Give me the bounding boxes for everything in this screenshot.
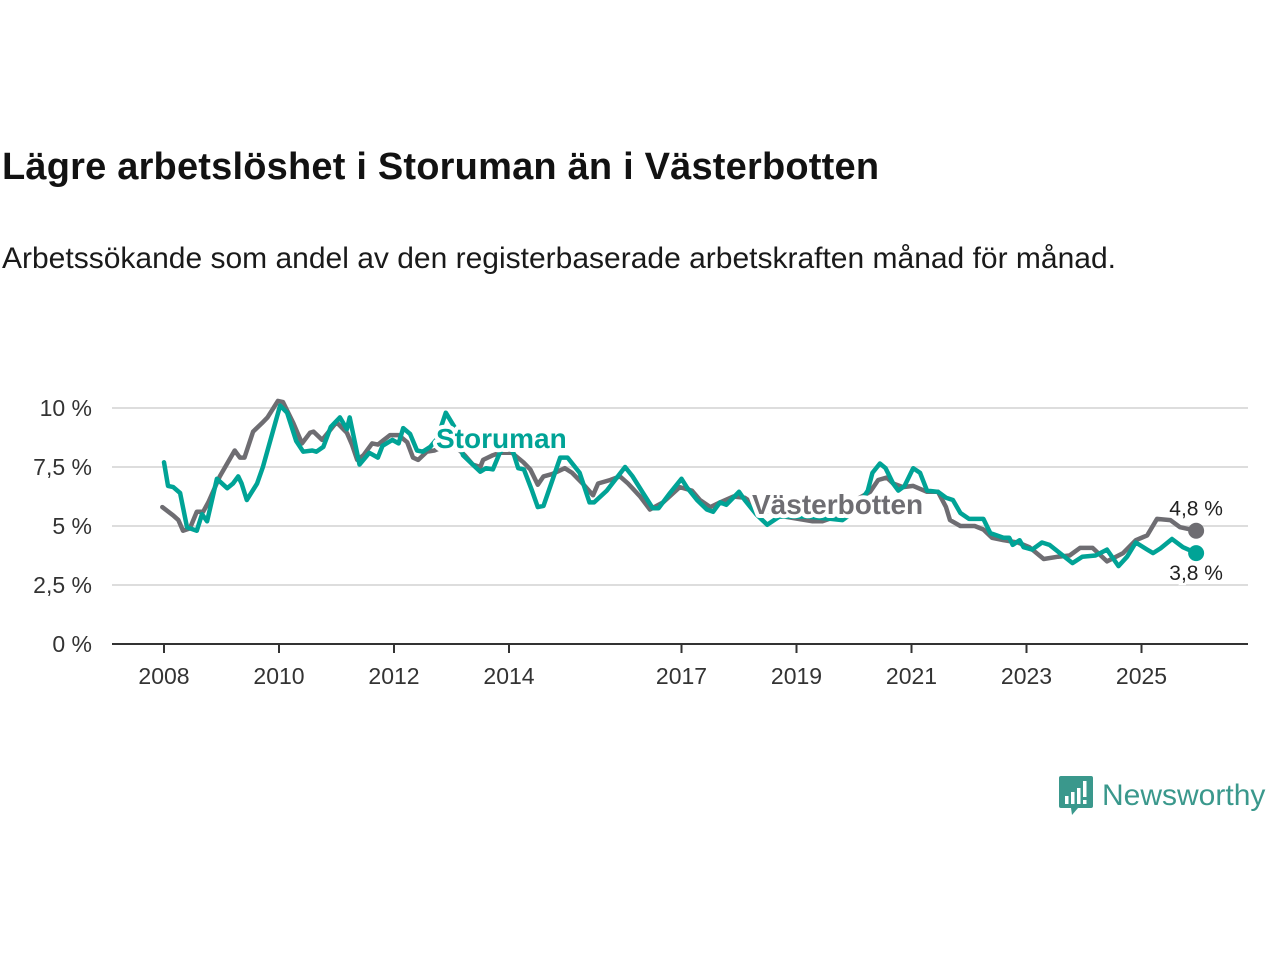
y-tick-label: 7,5 %	[33, 454, 92, 480]
x-tick-label: 2023	[1001, 663, 1052, 689]
end-value-label: 4,8 %	[1169, 498, 1223, 521]
x-tick-label: 2021	[886, 663, 937, 689]
x-tick-label: 2014	[483, 663, 534, 689]
x-tick-label: 2008	[138, 663, 189, 689]
y-tick-label: 0 %	[52, 631, 92, 657]
y-tick-label: 5 %	[52, 513, 92, 539]
y-tick-label: 10 %	[40, 395, 92, 421]
gridlines	[112, 407, 1248, 645]
x-tick-label: 2010	[253, 663, 304, 689]
brand-name: Newsworthy	[1102, 779, 1266, 812]
series-lines	[160, 398, 1199, 569]
end-point-västerbotten	[1188, 522, 1205, 539]
end-value-label: 3,8 %	[1169, 562, 1223, 585]
x-tick-label: 2012	[368, 663, 419, 689]
x-tick-label: 2019	[771, 663, 822, 689]
x-tick-label: 2025	[1116, 663, 1167, 689]
y-axis-ticks: 0 % 2,5 % 5 % 7,5 % 10 %	[33, 395, 92, 657]
series-line-storuman	[161, 403, 1199, 569]
bar-chart-logo-icon	[1059, 776, 1093, 815]
x-axis-ticks: 2008 2010 2012 2014 2017 2019 2021 2023 2025	[138, 645, 1167, 689]
x-tick-label: 2017	[656, 663, 707, 689]
newsworthy-logo: Newsworthy	[1058, 774, 1265, 818]
series-label-storuman: Storuman	[436, 423, 567, 454]
series-line-västerbotten	[160, 398, 1199, 564]
chart-subtitle: Arbetssökande som andel av den registerb…	[2, 242, 1116, 275]
chart-title: Lägre arbetslöshet i Storuman än i Väste…	[2, 146, 880, 188]
y-tick-label: 2,5 %	[33, 572, 92, 598]
series-label-västerbotten: Västerbotten	[752, 489, 923, 520]
end-point-storuman	[1188, 545, 1205, 562]
series-labels: 4,8 % Västerbotten 3,8 % Storuman	[432, 419, 1225, 588]
